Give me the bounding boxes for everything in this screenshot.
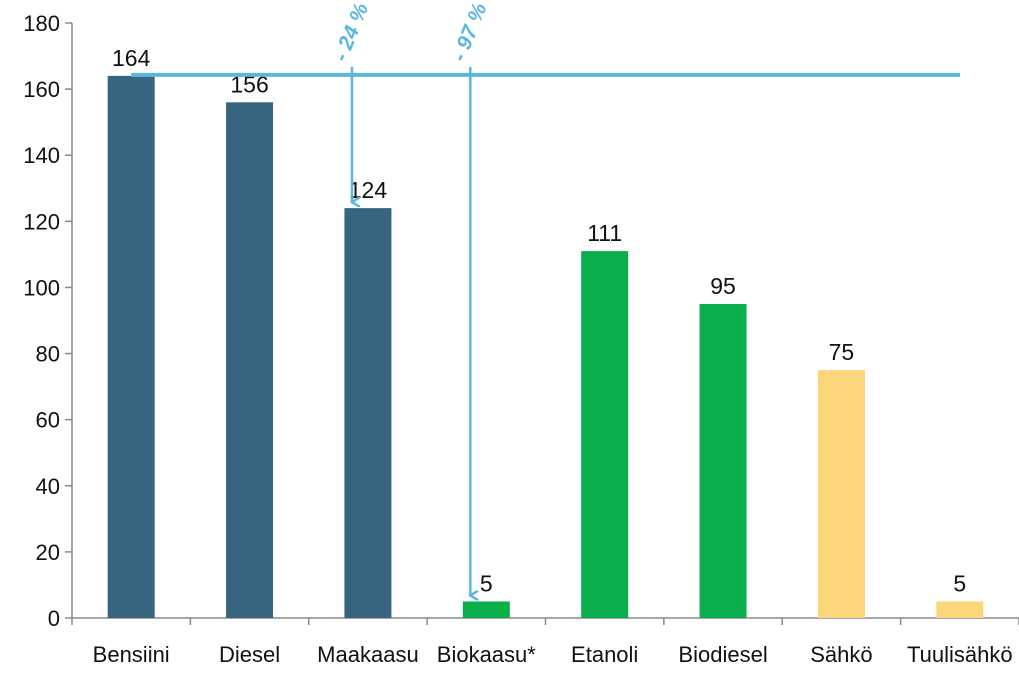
y-tick-label: 0: [48, 606, 60, 631]
x-category-label: Biokaasu*: [437, 642, 537, 667]
y-tick-label: 40: [36, 474, 60, 499]
data-label: 95: [710, 273, 736, 299]
bar-tuulisähkö: [936, 601, 984, 618]
x-category-label: Biodiesel: [678, 642, 767, 667]
x-category-label: Tuulisähkö: [907, 642, 1013, 667]
bar-etanoli: [581, 251, 629, 619]
bar-diesel: [226, 102, 274, 619]
x-category-label: Maakaasu: [317, 642, 419, 667]
y-tick-label: 180: [23, 11, 60, 36]
y-tick-label: 20: [36, 540, 60, 565]
y-tick-label: 60: [36, 408, 60, 433]
y-tick-label: 120: [23, 209, 60, 234]
x-category-label: Diesel: [219, 642, 280, 667]
annotation-label: - 24 %: [329, 0, 373, 65]
y-tick-label: 140: [23, 143, 60, 168]
bar-bensiini: [107, 75, 155, 618]
data-label: 75: [829, 339, 855, 365]
x-category-label: Bensiini: [93, 642, 170, 667]
data-label: 5: [480, 570, 493, 596]
data-label: 111: [587, 220, 622, 246]
data-label: 5: [953, 570, 966, 596]
bar-sähkö: [817, 370, 865, 618]
data-label: 124: [349, 177, 388, 203]
x-category-label: Sähkö: [810, 642, 872, 667]
data-label: 164: [112, 45, 151, 71]
bar-biokaasu: [462, 601, 510, 618]
bar-maakaasu: [344, 208, 392, 618]
y-tick-label: 160: [23, 77, 60, 102]
x-category-label: Etanoli: [571, 642, 638, 667]
annotation-label: - 97 %: [448, 0, 492, 65]
y-tick-label: 80: [36, 342, 60, 367]
y-tick-label: 100: [23, 275, 60, 300]
bar-biodiesel: [699, 303, 747, 618]
